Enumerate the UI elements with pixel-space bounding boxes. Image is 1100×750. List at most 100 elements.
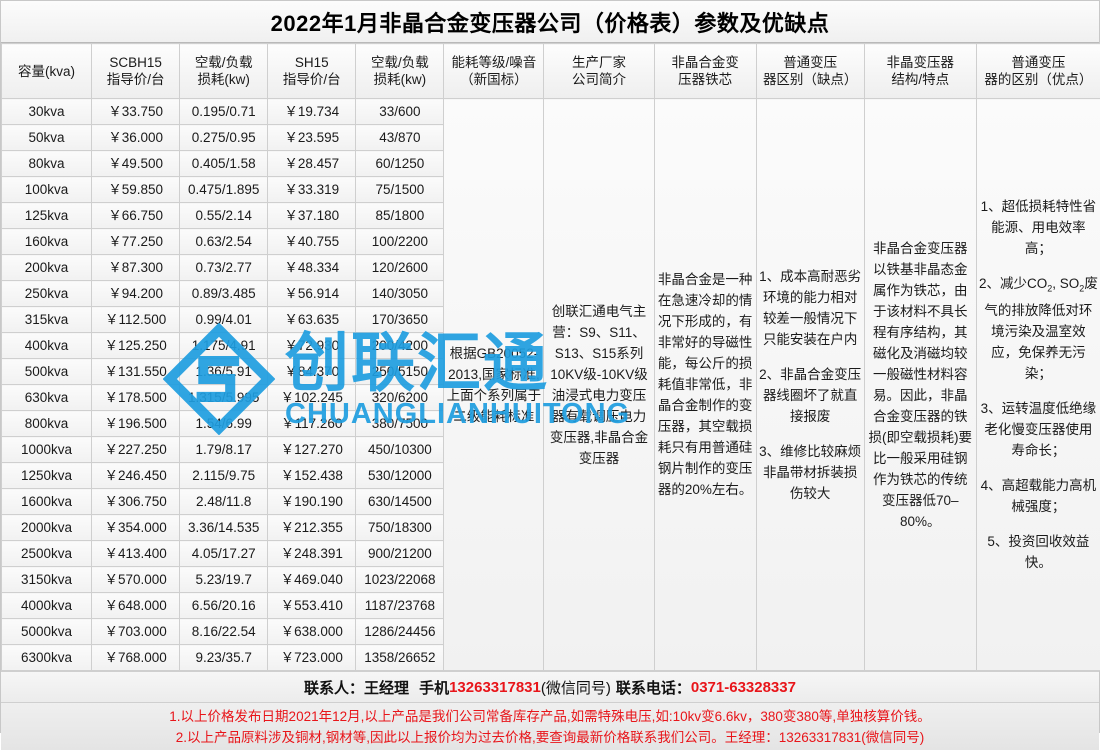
cell-capacity: 4000kva (2, 593, 92, 619)
header-sh15-loss: 空载/负载 损耗(kw) (356, 44, 444, 99)
cell-energy-grade: 根据GB20052-2013,国家标准,上面个系列属于二级能耗标准 (444, 99, 544, 671)
cell-capacity: 50kva (2, 125, 92, 151)
cell-scbh15-loss: 1.54/6.99 (180, 411, 268, 437)
cell-sh15-price: ￥102.245 (268, 385, 356, 411)
cell-scbh15-price: ￥59.850 (92, 177, 180, 203)
header-disadvantages: 普通变压 器区别（缺点） (756, 44, 864, 99)
cell-scbh15-loss: 1.175/4.91 (180, 333, 268, 359)
cell-sh15-price: ￥723.000 (268, 645, 356, 671)
cell-scbh15-loss: 5.23/19.7 (180, 567, 268, 593)
cell-scbh15-loss: 0.475/1.895 (180, 177, 268, 203)
cell-sh15-loss: 75/1500 (356, 177, 444, 203)
cell-scbh15-loss: 8.16/22.54 (180, 619, 268, 645)
cell-capacity: 500kva (2, 359, 92, 385)
cell-capacity: 3150kva (2, 567, 92, 593)
cell-sh15-loss: 380/7500 (356, 411, 444, 437)
cell-scbh15-price: ￥354.000 (92, 515, 180, 541)
cell-manufacturer: 创联汇通电气主营：S9、S11、S13、S15系列10KV级-10KV级油浸式电… (544, 99, 654, 671)
cell-capacity: 200kva (2, 255, 92, 281)
cell-sh15-price: ￥23.595 (268, 125, 356, 151)
cell-sh15-price: ￥37.180 (268, 203, 356, 229)
cell-sh15-price: ￥212.355 (268, 515, 356, 541)
header-advantages: 普通变压 器的区别（优点） (976, 44, 1100, 99)
cell-scbh15-loss: 4.05/17.27 (180, 541, 268, 567)
cell-capacity: 30kva (2, 99, 92, 125)
header-scbh15-loss: 空载/负载 损耗(kw) (180, 44, 268, 99)
cell-sh15-loss: 630/14500 (356, 489, 444, 515)
header-sh15-price: SH15 指导价/台 (268, 44, 356, 99)
cell-scbh15-price: ￥196.500 (92, 411, 180, 437)
cell-scbh15-loss: 3.36/14.535 (180, 515, 268, 541)
cell-structure: 非晶合金变压器以铁基非晶态金属作为铁芯，由于该材料不具长程有序结构，其磁化及消磁… (864, 99, 976, 671)
contact-wechat-note: (微信同号) (541, 677, 611, 698)
cell-capacity: 80kva (2, 151, 92, 177)
header-scbh15-price: SCBH15 指导价/台 (92, 44, 180, 99)
footer-notes: 1.以上价格发布日期2021年12月,以上产品是我们公司常备库存产品,如需特殊电… (1, 702, 1099, 750)
cell-scbh15-price: ￥125.250 (92, 333, 180, 359)
table-header-row: 容量(kva) SCBH15 指导价/台 空载/负载 损耗(kw) SH15 指… (2, 44, 1100, 99)
cell-sh15-loss: 120/2600 (356, 255, 444, 281)
cell-scbh15-price: ￥66.750 (92, 203, 180, 229)
cell-scbh15-loss: 1.36/5.91 (180, 359, 268, 385)
contact-mobile[interactable]: 13263317831 (449, 679, 541, 696)
header-energy-grade: 能耗等级/噪音 （新国标） (444, 44, 544, 99)
cell-sh15-loss: 140/3050 (356, 281, 444, 307)
cell-capacity: 1000kva (2, 437, 92, 463)
cell-sh15-loss: 200/4200 (356, 333, 444, 359)
cell-sh15-price: ￥40.755 (268, 229, 356, 255)
cell-sh15-price: ￥152.438 (268, 463, 356, 489)
header-core: 非晶合金变 压器铁芯 (654, 44, 756, 99)
cell-scbh15-loss: 6.56/20.16 (180, 593, 268, 619)
cell-scbh15-price: ￥703.000 (92, 619, 180, 645)
cell-capacity: 2500kva (2, 541, 92, 567)
price-table: 容量(kva) SCBH15 指导价/台 空载/负载 损耗(kw) SH15 指… (1, 43, 1100, 671)
cell-sh15-loss: 250/5150 (356, 359, 444, 385)
cell-scbh15-price: ￥87.300 (92, 255, 180, 281)
footer-note-1: 1.以上价格发布日期2021年12月,以上产品是我们公司常备库存产品,如需特殊电… (1, 706, 1099, 727)
contact-line: 联系人： 王经理 手机 13263317831 (微信同号) 联系电话： 037… (1, 671, 1099, 702)
cell-scbh15-price: ￥178.500 (92, 385, 180, 411)
cell-scbh15-price: ￥648.000 (92, 593, 180, 619)
cell-capacity: 800kva (2, 411, 92, 437)
cell-sh15-price: ￥19.734 (268, 99, 356, 125)
cell-capacity: 250kva (2, 281, 92, 307)
cell-capacity: 5000kva (2, 619, 92, 645)
header-manufacturer: 生产厂家 公司简介 (544, 44, 654, 99)
cell-scbh15-price: ￥306.750 (92, 489, 180, 515)
cell-sh15-price: ￥56.914 (268, 281, 356, 307)
cell-scbh15-loss: 0.73/2.77 (180, 255, 268, 281)
cell-sh15-loss: 320/6200 (356, 385, 444, 411)
cell-scbh15-loss: 0.63/2.54 (180, 229, 268, 255)
cell-capacity: 160kva (2, 229, 92, 255)
cell-sh15-price: ￥28.457 (268, 151, 356, 177)
page-title: 2022年1月非晶合金变压器公司（价格表）参数及优缺点 (271, 6, 830, 38)
cell-scbh15-price: ￥49.500 (92, 151, 180, 177)
cell-sh15-price: ￥48.334 (268, 255, 356, 281)
header-structure: 非晶变压器 结构/特点 (864, 44, 976, 99)
cell-scbh15-price: ￥131.550 (92, 359, 180, 385)
contact-phone[interactable]: 0371-63328337 (691, 679, 796, 696)
cell-sh15-loss: 60/1250 (356, 151, 444, 177)
cell-sh15-loss: 43/870 (356, 125, 444, 151)
cell-scbh15-loss: 2.48/11.8 (180, 489, 268, 515)
contact-person: 王经理 (364, 677, 409, 698)
cell-scbh15-loss: 0.55/2.14 (180, 203, 268, 229)
cell-capacity: 6300kva (2, 645, 92, 671)
cell-capacity: 125kva (2, 203, 92, 229)
cell-sh15-price: ￥469.040 (268, 567, 356, 593)
cell-scbh15-price: ￥77.250 (92, 229, 180, 255)
price-sheet: 2022年1月非晶合金变压器公司（价格表）参数及优缺点 容量(kva) SCBH… (0, 0, 1100, 733)
cell-sh15-loss: 1358/26652 (356, 645, 444, 671)
cell-sh15-loss: 33/600 (356, 99, 444, 125)
cell-sh15-loss: 170/3650 (356, 307, 444, 333)
cell-capacity: 2000kva (2, 515, 92, 541)
cell-sh15-price: ￥72.930 (268, 333, 356, 359)
cell-scbh15-price: ￥112.500 (92, 307, 180, 333)
cell-capacity: 100kva (2, 177, 92, 203)
cell-scbh15-price: ￥768.000 (92, 645, 180, 671)
contact-label-person: 联系人： (304, 677, 364, 698)
cell-sh15-price: ￥553.410 (268, 593, 356, 619)
cell-scbh15-price: ￥36.000 (92, 125, 180, 151)
